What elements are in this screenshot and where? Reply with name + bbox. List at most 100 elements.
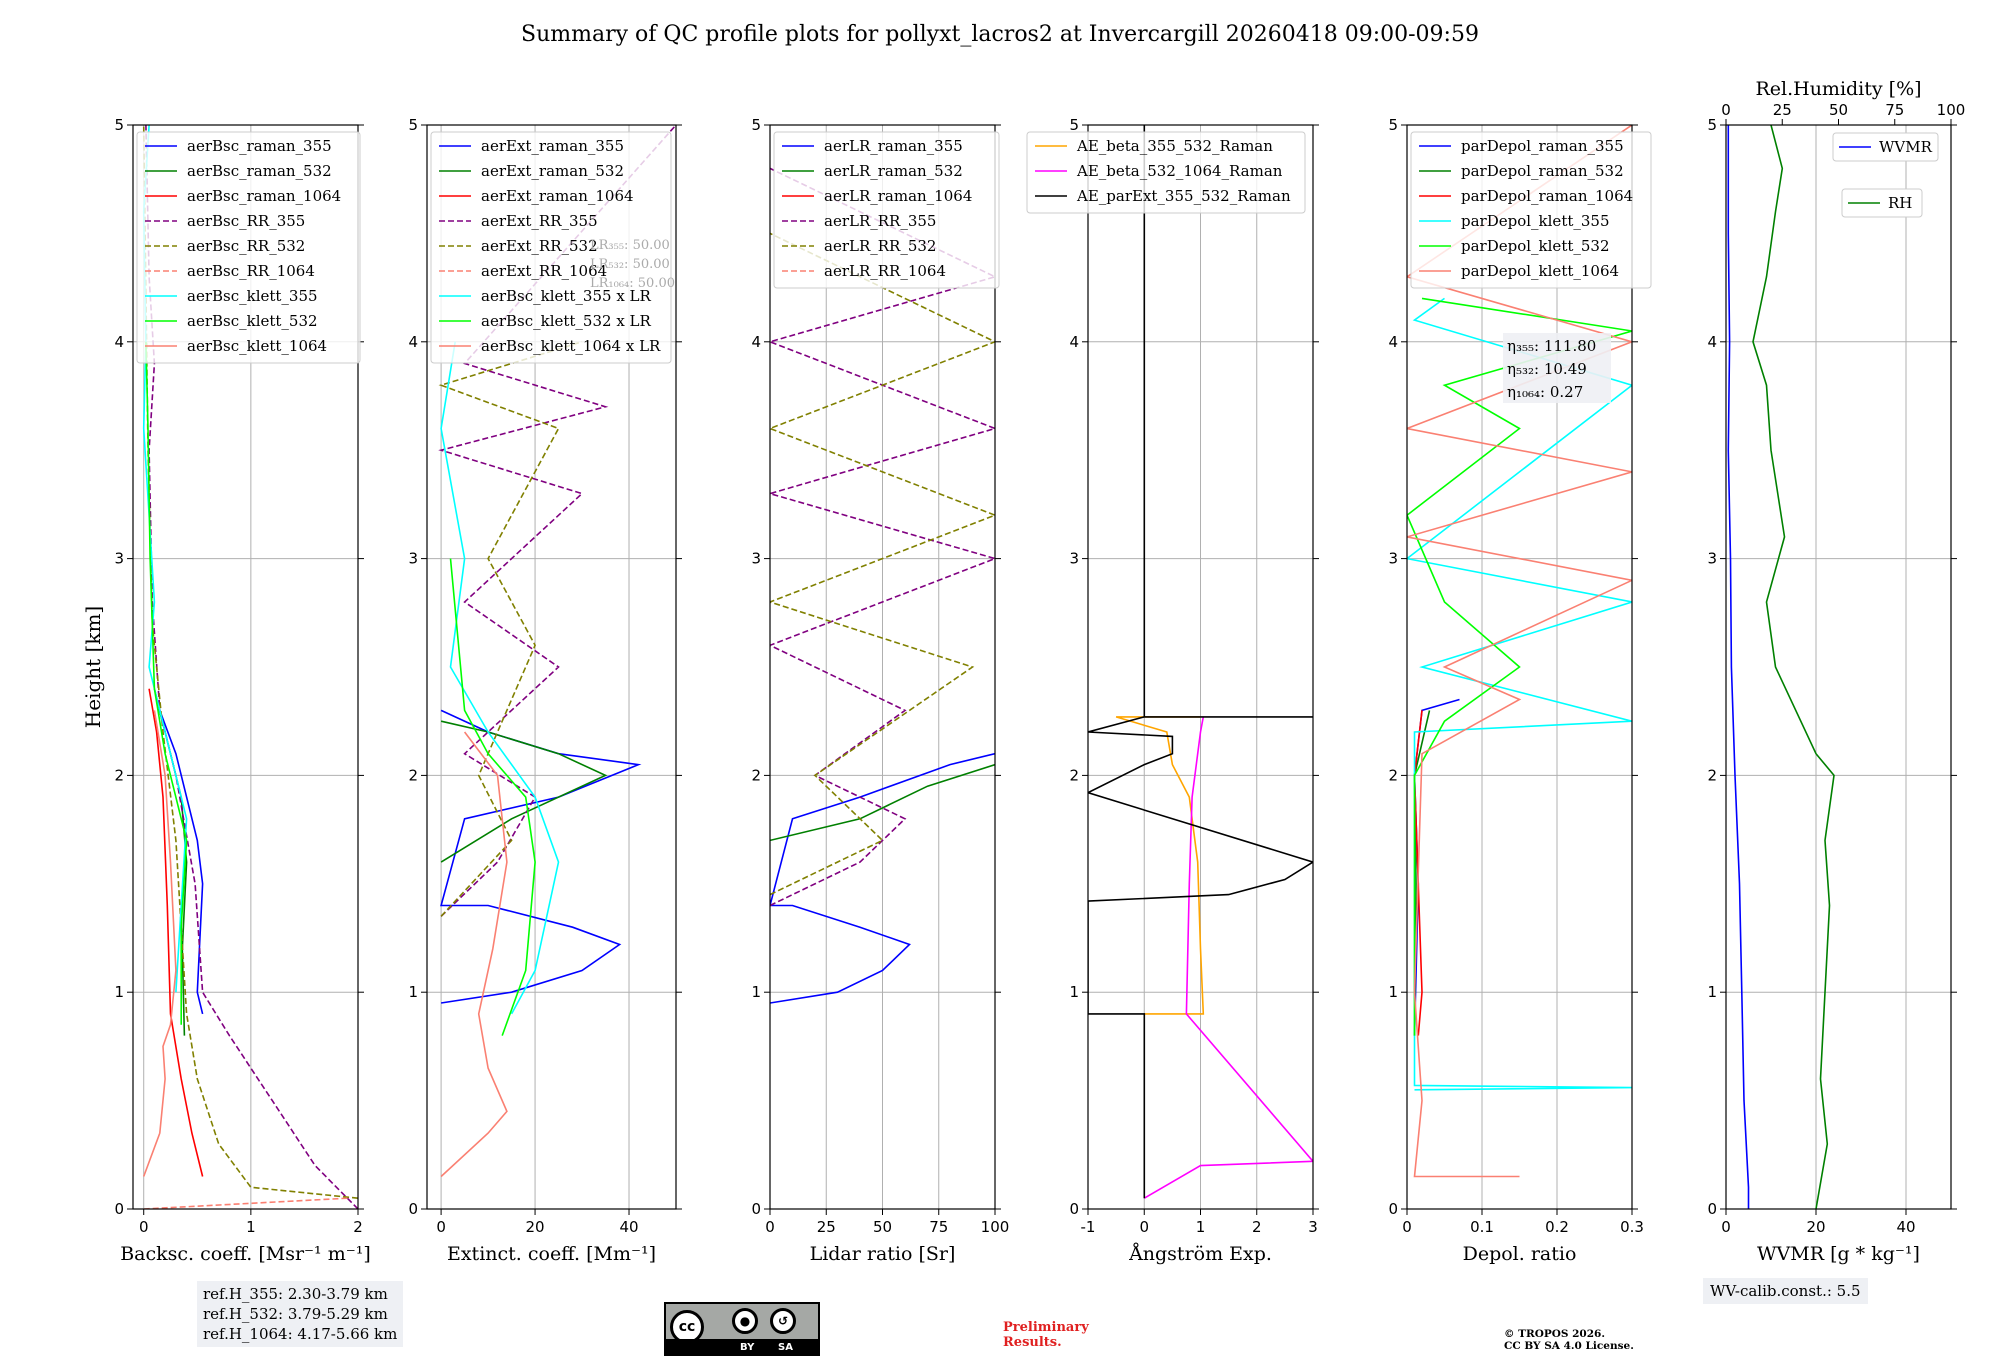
x-tick-label: 50 <box>873 1218 892 1236</box>
legend: AE_beta_355_532_Raman AE_beta_532_1064_Ra… <box>1026 131 1306 214</box>
legend-label: aerBsc_RR_1064 <box>187 262 315 280</box>
series-aerExt_RR_355 <box>438 125 676 917</box>
y-tick-label: 0 <box>1707 1200 1717 1218</box>
panel-6: 0 20 40 0 1 2 3 4 5 WVMR [g * kg⁻¹] 0 25 50 75 100 Rel.… <box>1707 78 1965 1265</box>
y-tick-label: 5 <box>1707 116 1717 134</box>
series-AE_beta_532_1064_Raman <box>1143 716 1313 1199</box>
series-aerLR_raman_355 <box>770 752 995 1004</box>
y-tick-label: 2 <box>408 766 418 784</box>
legend-label: aerExt_RR_532 <box>481 237 598 255</box>
legend-label: aerLR_RR_1064 <box>824 262 946 280</box>
top-x-tick-label: 0 <box>1721 101 1731 119</box>
lidar-ratio-label: LR₁₀₆₄: 50.00 <box>590 276 675 291</box>
x-axis-label: WVMR [g * kg⁻¹] <box>1757 1243 1920 1265</box>
eta-box <box>1503 333 1611 403</box>
series-RH <box>1752 125 1835 1209</box>
figure-title: Summary of QC profile plots for pollyxt_… <box>521 22 1479 47</box>
eta-label: η₃₅₅: 111.80 <box>1507 337 1596 355</box>
ref-height-1064: ref.H_1064: 4.17-5.66 km <box>203 1325 398 1343</box>
legend-label: aerExt_RR_355 <box>481 212 598 230</box>
y-tick-label: 0 <box>751 1200 761 1218</box>
series-aerBsc_klett_532 <box>145 341 188 1025</box>
legend-label: parDepol_raman_532 <box>1461 162 1624 180</box>
legend-label: aerLR_RR_532 <box>824 237 936 255</box>
legend: aerLR_raman_355 aerLR_raman_532 aerLR_rama… <box>773 131 1000 289</box>
x-tick-label: 40 <box>1896 1218 1915 1236</box>
x-tick-label: 100 <box>981 1218 1010 1236</box>
x-tick-label: 40 <box>619 1218 638 1236</box>
x-tick-label: -1 <box>1081 1218 1096 1236</box>
x-tick-label: 1 <box>1196 1218 1206 1236</box>
y-tick-label: 3 <box>114 550 124 568</box>
panel-2: 0 20 40 0 1 2 3 4 5 Extinct. coeff. [Mm⁻¹] aerExt_… <box>408 116 682 1265</box>
legend-label: aerBsc_raman_532 <box>187 162 332 180</box>
x-tick-label: 0 <box>436 1218 446 1236</box>
top-x-tick-label: 50 <box>1829 101 1848 119</box>
series-aerLR_RR_532 <box>770 232 995 896</box>
ref-height-355: ref.H_355: 2.30-3.79 km <box>203 1285 388 1303</box>
legend-box <box>1832 132 1939 162</box>
series-group <box>770 167 995 1004</box>
legend-box <box>136 131 361 364</box>
legend-label: aerBsc_klett_532 <box>187 312 318 330</box>
y-tick-label: 4 <box>1069 333 1079 351</box>
x-tick-label: 0 <box>1402 1218 1412 1236</box>
x-tick-label: 0.1 <box>1470 1218 1494 1236</box>
legend: WVMR RH <box>1832 132 1939 218</box>
legend-label: AE_beta_355_532_Raman <box>1076 137 1273 155</box>
panel-3: 0 25 50 75 100 0 1 2 3 4 5 Lidar ratio [Sr] aerLR_ra… <box>751 116 1009 1265</box>
legend-label: AE_parExt_355_532_Raman <box>1076 187 1291 205</box>
panel-frame <box>426 124 677 1210</box>
legend-label: aerLR_raman_1064 <box>824 187 972 205</box>
x-tick-label: 0.2 <box>1545 1218 1569 1236</box>
preliminary-line-1: Preliminary <box>1003 1320 1089 1335</box>
series-aerBsc_klett_1064 <box>142 710 177 1177</box>
y-tick-label: 4 <box>751 333 761 351</box>
y-tick-label: 4 <box>1388 333 1398 351</box>
legend-box <box>430 131 672 364</box>
copyright-note: © TROPOS 2026. CC BY SA 4.0 License. <box>1504 1328 1634 1352</box>
y-tick-label: 0 <box>1388 1200 1398 1218</box>
legend-label: aerBsc_raman_1064 <box>187 187 341 205</box>
y-tick-label: 1 <box>1069 983 1079 1001</box>
y-tick-label: 5 <box>408 116 418 134</box>
series-group <box>1727 125 1835 1209</box>
x-tick-label: 75 <box>929 1218 948 1236</box>
y-tick-label: 2 <box>114 766 124 784</box>
ref-height-532: ref.H_532: 3.79-5.29 km <box>203 1305 388 1323</box>
y-tick-label: 3 <box>1388 550 1398 568</box>
top-x-tick-label: 25 <box>1773 101 1792 119</box>
y-tick-label: 3 <box>1069 550 1079 568</box>
y-tick-label: 1 <box>1388 983 1398 1001</box>
series-aerBsc_RR_1064 <box>143 1197 348 1209</box>
legend: aerBsc_raman_355 aerBsc_raman_532 aerBsc_r… <box>136 131 361 364</box>
x-axis-label: Backsc. coeff. [Msr⁻¹ m⁻¹] <box>120 1243 371 1265</box>
panel-5: 0 0.1 0.2 0.3 0 1 2 3 4 5 Depol. ratio parDepol_ram… <box>1388 116 1652 1265</box>
x-axis-label: Lidar ratio [Sr] <box>810 1243 956 1265</box>
legend-label: RH <box>1888 194 1912 212</box>
legend-box <box>773 131 1000 289</box>
y-tick-label: 1 <box>114 983 124 1001</box>
x-tick-label: 0 <box>139 1218 149 1236</box>
y-tick-label: 4 <box>408 333 418 351</box>
legend-label: parDepol_raman_355 <box>1461 137 1624 155</box>
legend-label: WVMR <box>1879 138 1933 156</box>
y-tick-label: 2 <box>1707 766 1717 784</box>
legend-box <box>1841 188 1923 218</box>
x-tick-label: 1 <box>246 1218 256 1236</box>
legend: parDepol_raman_355 parDepol_raman_532 parD… <box>1410 131 1652 289</box>
y-tick-label: 0 <box>1069 1200 1079 1218</box>
cc-badge-band <box>666 1339 818 1354</box>
x-tick-label: 25 <box>817 1218 836 1236</box>
legend-label: aerLR_raman_532 <box>824 162 963 180</box>
y-tick-label: 2 <box>1388 766 1398 784</box>
x-tick-label: 3 <box>1308 1218 1318 1236</box>
y-tick-label: 4 <box>114 333 124 351</box>
x-tick-label: 2 <box>1252 1218 1262 1236</box>
legend-label: aerBsc_RR_532 <box>187 237 305 255</box>
series-parDepol_klett_355 <box>1407 297 1632 1091</box>
series-aerExt_RR_532 <box>438 341 583 917</box>
y-tick-label: 1 <box>751 983 761 1001</box>
legend-label: parDepol_klett_1064 <box>1461 262 1619 280</box>
